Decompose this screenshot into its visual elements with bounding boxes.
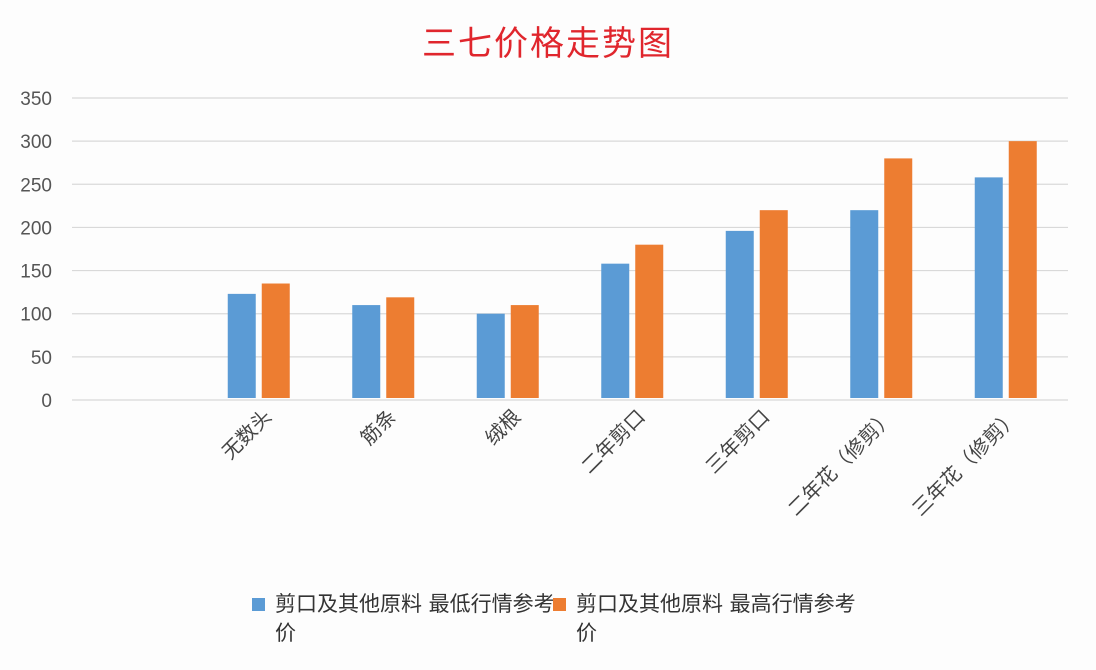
legend-swatch-max — [553, 598, 566, 611]
y-tick-label: 200 — [20, 218, 52, 239]
chart-title: 三七价格走势图 — [422, 24, 674, 64]
legend-item-min: 剪口及其他原料 最低行情参考价 — [252, 590, 555, 648]
bar-min — [974, 177, 1003, 398]
bar-max — [261, 283, 290, 398]
bar-max — [759, 210, 788, 398]
x-tick-label: 二年花（修剪） — [783, 405, 899, 521]
y-tick-label: 50 — [31, 348, 52, 369]
bar-min — [476, 313, 505, 398]
x-tick-label: 绒根 — [480, 405, 525, 450]
y-tick-label: 0 — [41, 391, 52, 412]
x-tick-label: 筋条 — [356, 405, 401, 450]
legend-item-max: 剪口及其他原料 最高行情参考价 — [553, 590, 856, 648]
x-tick-label: 三年剪口 — [701, 405, 775, 479]
x-tick-label: 无数头 — [217, 405, 276, 464]
bar-max — [386, 297, 415, 398]
bar-min — [850, 210, 879, 398]
x-tick-label: 三年花（修剪） — [907, 405, 1023, 521]
x-tick-label: 二年剪口 — [576, 405, 650, 479]
y-tick-label: 250 — [20, 175, 52, 196]
y-tick-label: 150 — [20, 262, 52, 283]
bar-chart: 0 50 100 150 200 250 300 350 无数头 筋条 绒根 二年剪口 三年剪口 二年花（… — [20, 89, 1068, 521]
bar-max — [635, 244, 664, 398]
legend-label-max: 剪口及其他原料 最高行情参考价 — [576, 592, 856, 645]
bar-min — [601, 263, 630, 398]
legend-label-min: 剪口及其他原料 最低行情参考价 — [275, 592, 555, 645]
y-tick-label: 300 — [20, 132, 52, 153]
y-tick-label: 100 — [20, 305, 52, 326]
bar-min — [725, 230, 754, 398]
y-tick-label: 350 — [20, 89, 52, 110]
bar-min — [352, 305, 381, 398]
bar-max — [1008, 141, 1037, 398]
bar-min — [227, 293, 256, 398]
bar-max — [510, 305, 539, 398]
bar-max — [884, 158, 913, 398]
legend-swatch-min — [252, 598, 265, 611]
